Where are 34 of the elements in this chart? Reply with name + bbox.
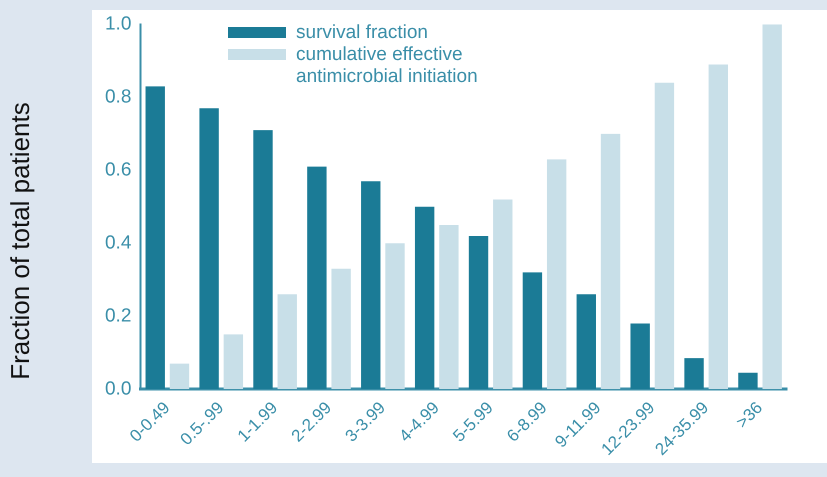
legend-label: cumulative effective antimicrobial initiation: [296, 44, 478, 88]
bar: [708, 64, 728, 390]
bar: [439, 224, 459, 390]
bar: [600, 134, 620, 390]
y-tick-label: 0.6: [104, 160, 132, 181]
bar: [738, 372, 758, 390]
y-tick-label: 0.8: [104, 86, 132, 108]
y-tick-label: 0.2: [104, 305, 132, 326]
bar: [414, 206, 434, 390]
bar: [361, 181, 380, 390]
bar: [331, 268, 351, 390]
bar: [307, 166, 327, 390]
y-tick-label: 1.0: [104, 14, 132, 35]
y-axis-title: Fraction of total patients: [4, 101, 36, 382]
bar: [762, 24, 782, 390]
bar: [468, 236, 488, 390]
y-tick-label: 0.0: [104, 378, 132, 400]
bar: [684, 358, 704, 390]
bar: [146, 86, 165, 390]
bar: [576, 294, 596, 390]
bar: [170, 364, 190, 390]
bar: [224, 334, 244, 390]
bar: [493, 199, 512, 390]
x-tick-label: >36: [732, 398, 766, 432]
legend-label: survival fraction: [296, 22, 428, 44]
bar: [546, 159, 566, 390]
bar: [630, 323, 650, 390]
bar: [522, 272, 542, 390]
bar: [385, 243, 405, 390]
bar: [278, 294, 297, 390]
bar: [654, 82, 674, 390]
y-tick-label: 0.4: [104, 232, 132, 254]
bar: [253, 130, 273, 390]
bar: [199, 108, 219, 390]
